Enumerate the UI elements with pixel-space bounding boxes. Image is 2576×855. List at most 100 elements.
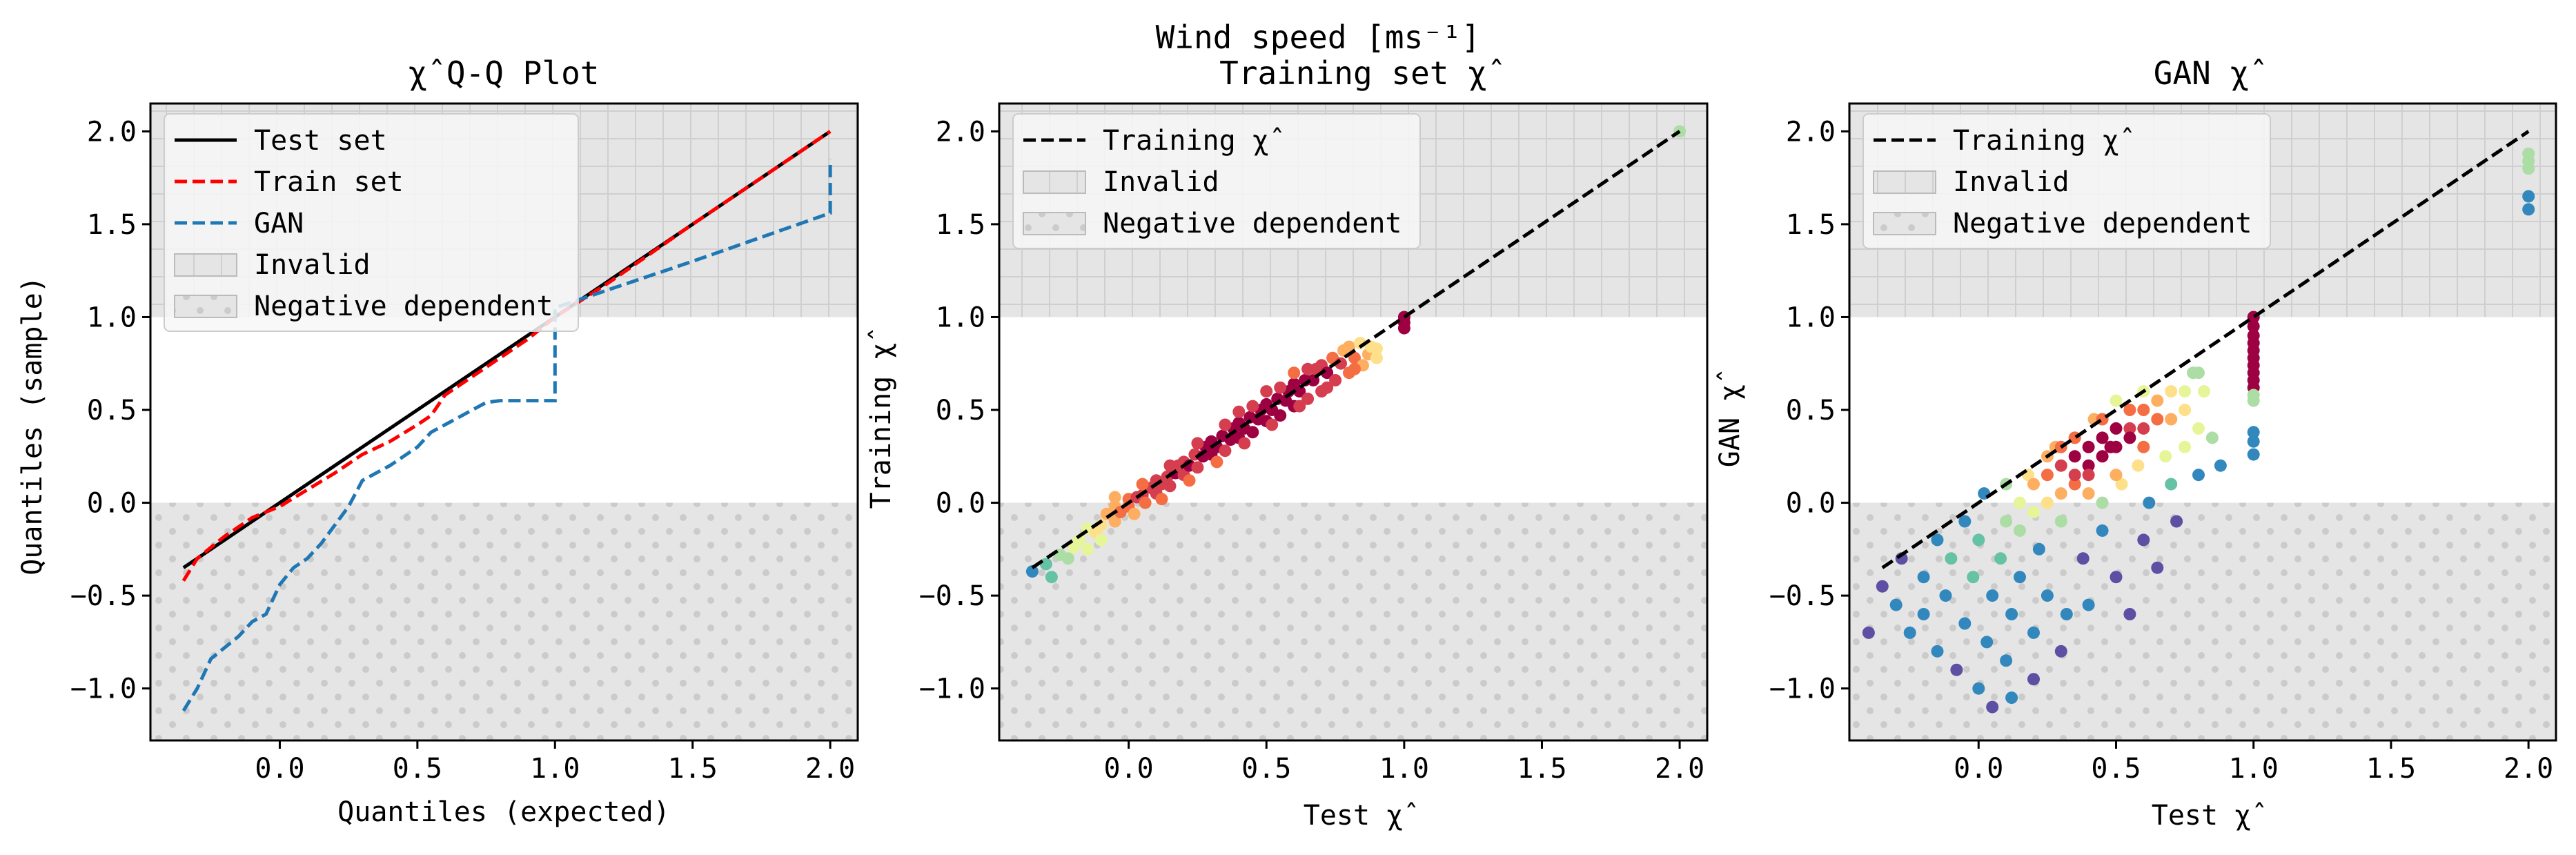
scatter-point	[1293, 385, 1306, 398]
training-scatter-panel: Training set χ̂ Test χ̂ Training χ̂ 0.0 0…	[865, 55, 1709, 832]
scatter-point	[2522, 203, 2535, 216]
scatter-point	[2000, 654, 2013, 667]
scatter-point	[2247, 435, 2260, 448]
scatter-point	[2165, 413, 2178, 426]
panel-title: χ̂ Q-Q Plot	[409, 55, 600, 92]
series-line-train-set	[181, 130, 832, 582]
scatter-point	[2137, 440, 2150, 453]
y-tick-label: −1.0	[919, 674, 985, 705]
y-tick-label: 0.5	[936, 395, 985, 426]
scatter-point	[1986, 700, 1999, 714]
scatter-point	[2068, 450, 2081, 463]
scatter-point	[1931, 645, 1944, 658]
x-tick-label: 0.5	[1241, 753, 1291, 785]
axes-frame	[149, 102, 859, 742]
scatter-point	[1061, 552, 1074, 565]
legend-entry: Training χ̂	[1953, 125, 2132, 157]
y-tick-label: 1.5	[87, 209, 137, 241]
scatter-point	[2123, 608, 2136, 620]
scatter-point	[1136, 478, 1149, 491]
y-tick-label: −0.5	[70, 580, 137, 612]
x-tick-label: 0.0	[255, 753, 304, 785]
x-tick-label: 2.0	[805, 753, 855, 785]
scatter-point	[2082, 487, 2095, 500]
scatter-point	[2041, 589, 2054, 602]
scatter-point	[2132, 459, 2145, 472]
scatter-point	[2165, 385, 2178, 398]
x-tick-label: 1.5	[1517, 753, 1566, 785]
scatter-point	[2110, 469, 2123, 482]
scatter-point	[1293, 400, 1306, 413]
scatter-point	[2082, 469, 2095, 482]
y-tick-label: −0.5	[919, 580, 985, 612]
scatter-point	[1163, 480, 1177, 493]
series-line-gan	[181, 159, 832, 712]
scatter-point	[2247, 394, 2260, 407]
scatter-point	[2159, 450, 2172, 463]
negative-dependent-region	[150, 502, 858, 740]
scatter-point	[1260, 385, 1273, 398]
y-tick-label: 0.0	[87, 488, 137, 520]
x-tick-label: 1.5	[668, 753, 718, 785]
scatter-point	[2522, 190, 2535, 203]
scatter-point	[2110, 394, 2123, 407]
scatter-point	[2054, 459, 2067, 472]
scatter-point	[1210, 455, 1223, 469]
scatter-point	[1238, 437, 1251, 450]
negative-dependent-region	[999, 502, 1707, 740]
scatter-point	[2027, 506, 2040, 518]
scatter-point	[2247, 448, 2260, 461]
scatter-point	[2076, 552, 2090, 565]
scatter-point	[1232, 405, 1246, 418]
scatter-point	[1958, 515, 1972, 528]
legend-swatch	[1873, 170, 1936, 194]
y-tick-label: 1.5	[936, 209, 985, 241]
scatter-point	[1903, 626, 1916, 639]
scatter-point	[1348, 351, 1361, 364]
legend-swatch	[1023, 170, 1086, 194]
scatter-point	[2110, 571, 2123, 584]
y-axis-label: Training χ̂	[865, 330, 897, 509]
scatter-point	[2198, 385, 2210, 398]
y-tick-label: 2.0	[936, 116, 985, 148]
legend-entry: Negative dependent	[1103, 208, 1402, 239]
legend-box	[164, 113, 579, 332]
scatter-point	[2179, 440, 2192, 453]
scatter-point	[1321, 381, 1334, 394]
scatter-point	[1155, 493, 1168, 506]
scatter-point	[2060, 608, 2073, 620]
legend-box	[1012, 113, 1421, 249]
scatter-point	[2522, 162, 2535, 175]
axes-frame	[998, 102, 1709, 742]
x-axis-label: Test χ̂	[1304, 800, 1416, 832]
scatter-point	[1128, 507, 1141, 520]
scatter-point	[1967, 571, 1980, 584]
scatter-point	[1972, 682, 1985, 695]
scatter-point	[2027, 626, 2040, 639]
scatter-point	[1397, 322, 1410, 335]
y-tick-label: 0.0	[1786, 488, 1836, 520]
scatter-point	[1246, 400, 1259, 413]
legend-entry: Invalid	[254, 249, 371, 281]
scatter-point	[1191, 461, 1204, 474]
scatter-point	[1370, 351, 1383, 364]
y-tick-label: 2.0	[1786, 116, 1836, 148]
scatter-point	[1917, 571, 1930, 584]
scatter-point	[1183, 474, 1196, 487]
scatter-point	[2151, 394, 2164, 407]
scatter-point	[1039, 558, 1052, 571]
scatter-point	[1945, 552, 1958, 565]
legend-swatch	[174, 253, 237, 277]
scatter-point	[1274, 381, 1287, 394]
scatter-point	[2214, 459, 2227, 472]
x-tick-label: 1.0	[2229, 753, 2279, 785]
legend-entry: Negative dependent	[254, 291, 553, 322]
y-tick-label: 1.5	[1786, 209, 1836, 241]
legend-entry: Train set	[254, 166, 404, 198]
scatter-point	[2123, 431, 2136, 444]
scatter-point	[2247, 426, 2260, 439]
scatter-point	[2041, 496, 2054, 509]
legend-entry: Training χ̂	[1103, 125, 1282, 157]
scatter-point	[2096, 524, 2109, 537]
